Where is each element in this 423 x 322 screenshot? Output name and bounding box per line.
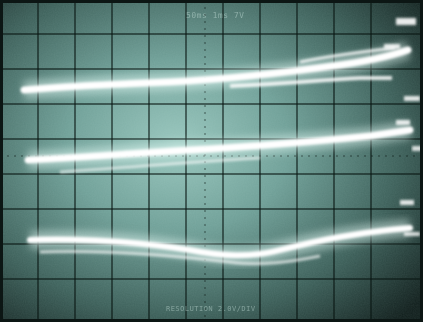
scope-settings-readout: 50ms 1ms 7V bbox=[186, 11, 245, 20]
trace-2 bbox=[24, 120, 422, 174]
trace-1 bbox=[20, 18, 420, 101]
scope-resolution-readout: RESOLUTION 2.0V/DIV bbox=[166, 305, 256, 313]
trace-3 bbox=[27, 200, 420, 266]
